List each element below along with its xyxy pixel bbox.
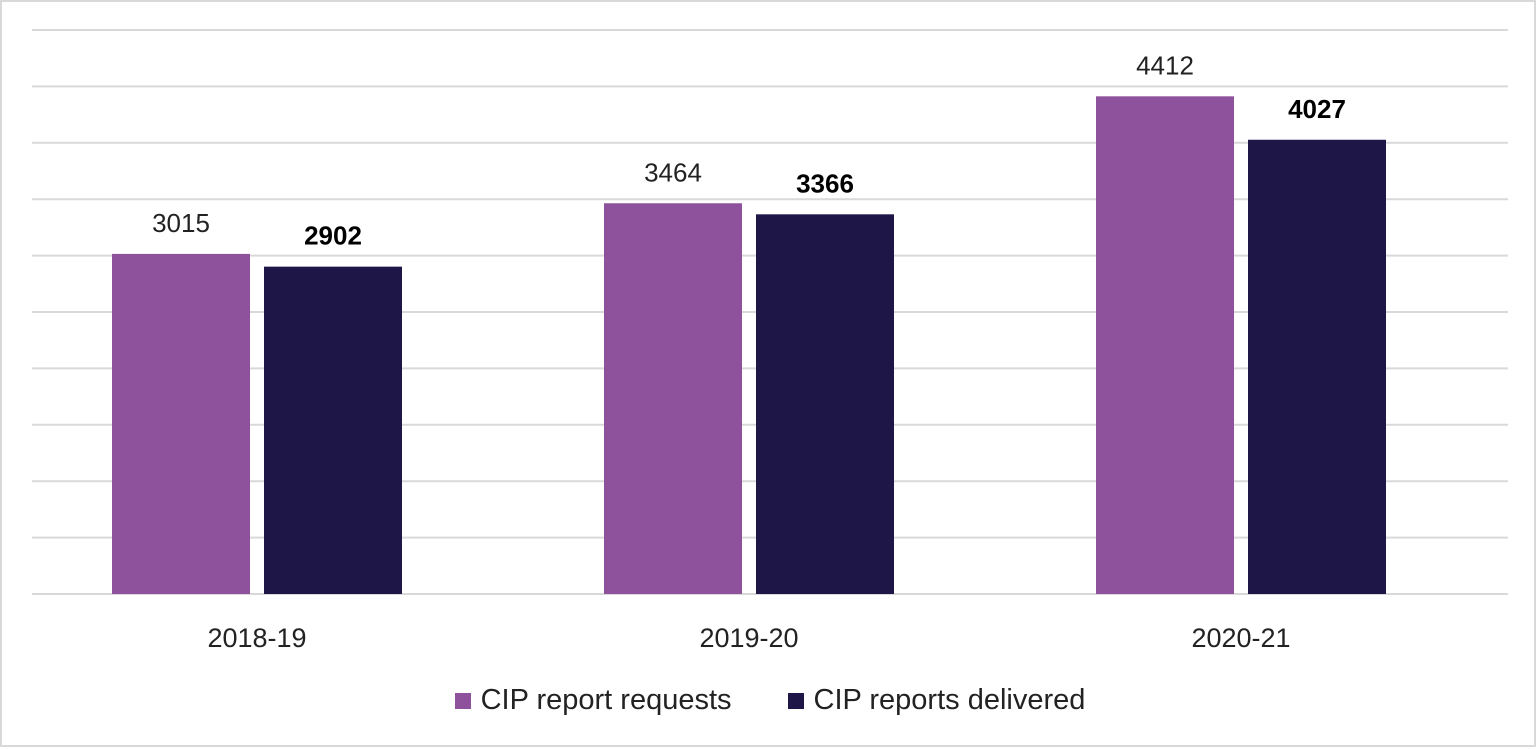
legend-label-delivered: CIP reports delivered xyxy=(813,684,1086,716)
legend-swatch-delivered xyxy=(787,692,804,709)
data-label: 3015 xyxy=(152,208,210,238)
bar-delivered xyxy=(264,266,402,594)
bar-requests xyxy=(604,203,742,594)
legend-item-delivered: CIP reports delivered xyxy=(787,684,1086,717)
x-tick-label: 2019-20 xyxy=(699,623,798,653)
bar-requests xyxy=(112,253,250,594)
x-tick-label: 2020-21 xyxy=(1191,623,1290,653)
data-label: 4412 xyxy=(1136,50,1194,80)
x-tick-label: 2018-19 xyxy=(207,623,306,653)
bar-delivered xyxy=(1248,139,1386,594)
bar-requests xyxy=(1096,96,1234,594)
data-label: 3366 xyxy=(796,168,854,198)
legend: CIP report requests CIP reports delivere… xyxy=(2,684,1536,717)
legend-swatch-requests xyxy=(454,692,471,709)
bar-delivered xyxy=(756,214,894,595)
legend-label-requests: CIP report requests xyxy=(480,684,732,716)
legend-item-requests: CIP report requests xyxy=(454,684,732,717)
data-label: 2902 xyxy=(304,221,362,251)
data-label: 3464 xyxy=(644,157,702,187)
data-label: 4027 xyxy=(1288,94,1346,124)
